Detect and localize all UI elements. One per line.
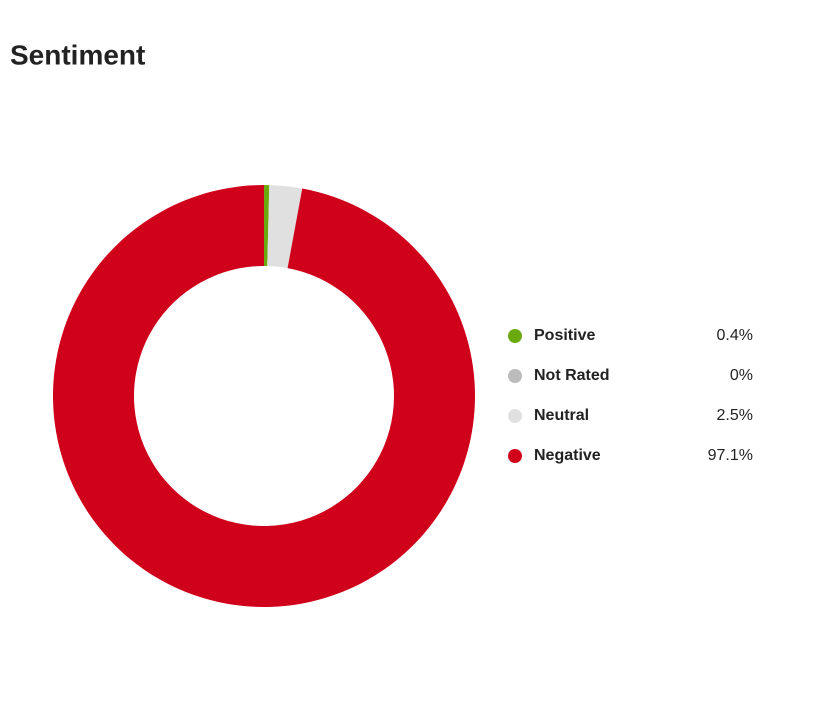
- donut-slice: [267, 185, 303, 269]
- legend-value: 2.5%: [717, 407, 753, 424]
- legend-label: Neutral: [534, 407, 589, 424]
- legend-marker: [508, 329, 522, 343]
- legend-value: 0%: [730, 367, 753, 384]
- donut-slice: [53, 185, 475, 607]
- legend-marker: [508, 409, 522, 423]
- chart-title: Sentiment: [10, 39, 145, 70]
- legend-label: Negative: [534, 447, 601, 464]
- legend-label: Positive: [534, 327, 595, 344]
- legend-marker: [508, 449, 522, 463]
- legend-value: 97.1%: [708, 447, 753, 464]
- legend-label: Not Rated: [534, 367, 610, 384]
- donut-slice: [264, 185, 270, 267]
- legend-marker: [508, 369, 522, 383]
- legend-value: 0.4%: [717, 327, 753, 344]
